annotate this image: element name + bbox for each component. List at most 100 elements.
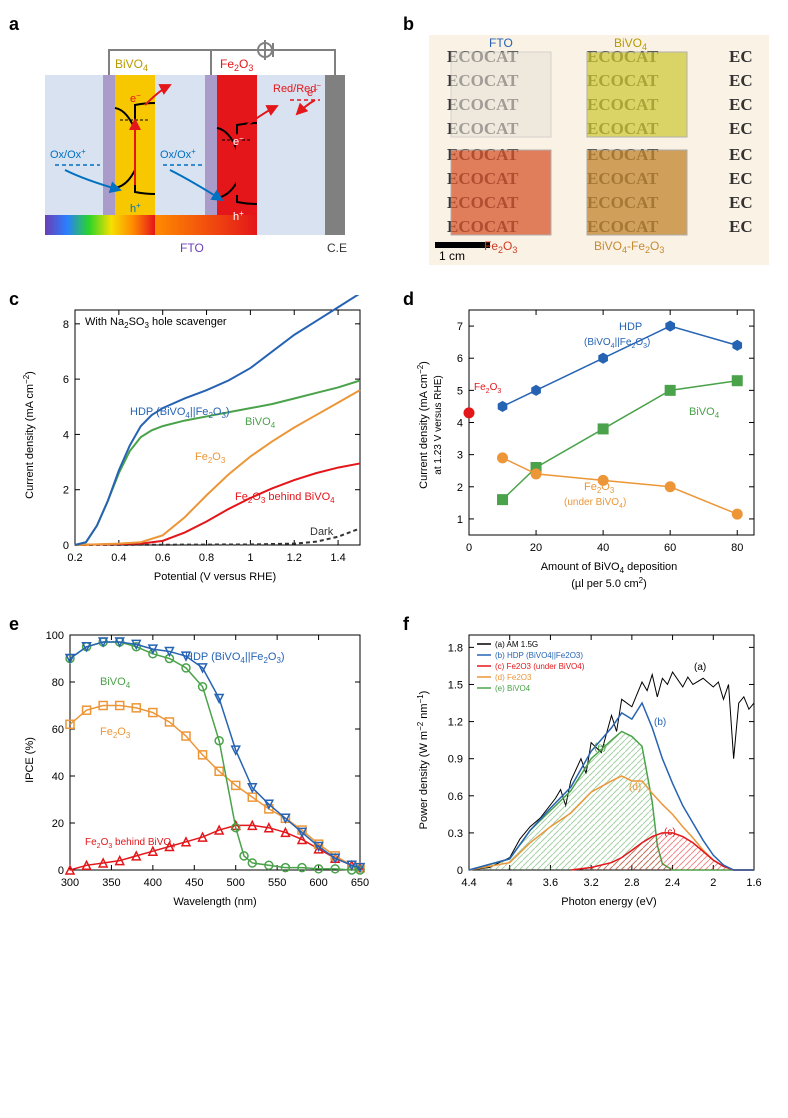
svg-text:(c) Fe2O3 (under BiVO4): (c) Fe2O3 (under BiVO4) — [495, 662, 585, 671]
svg-text:300: 300 — [61, 877, 79, 889]
svg-text:BiVO4: BiVO4 — [245, 416, 276, 430]
svg-text:EC: EC — [729, 217, 753, 236]
svg-text:4: 4 — [507, 877, 513, 889]
svg-text:650: 650 — [351, 877, 369, 889]
svg-text:Wavelength (nm): Wavelength (nm) — [173, 896, 256, 908]
svg-text:450: 450 — [185, 877, 203, 889]
svg-text:2: 2 — [457, 482, 463, 494]
svg-text:(d): (d) — [629, 782, 641, 793]
svg-text:(µl per 5.0 cm2): (µl per 5.0 cm2) — [571, 576, 647, 590]
svg-text:2: 2 — [710, 877, 716, 889]
svg-text:(e): (e) — [594, 742, 606, 753]
svg-text:550: 550 — [268, 877, 286, 889]
svg-text:(b): (b) — [654, 717, 666, 728]
svg-text:BiVO4: BiVO4 — [100, 676, 131, 690]
svg-text:500: 500 — [227, 877, 245, 889]
svg-text:0: 0 — [63, 540, 69, 552]
svg-text:With Na2SO3 hole scavenger: With Na2SO3 hole scavenger — [85, 316, 227, 330]
panel-b-photo: ECOCATECOCAT ECOCATECOCAT ECOCATECOCAT E… — [409, 20, 769, 270]
svg-text:6: 6 — [63, 374, 69, 386]
svg-text:60: 60 — [664, 542, 676, 554]
svg-text:Dark: Dark — [310, 526, 334, 538]
svg-text:5: 5 — [457, 385, 463, 397]
panel-f-chart: 4.443.63.22.82.421.600.30.60.91.21.51.8(… — [409, 620, 769, 920]
svg-text:3.2: 3.2 — [583, 877, 598, 889]
svg-text:1.6: 1.6 — [746, 877, 761, 889]
svg-text:at 1.23 V versus RHE): at 1.23 V versus RHE) — [433, 375, 444, 474]
svg-text:4.4: 4.4 — [461, 877, 476, 889]
svg-text:2.4: 2.4 — [665, 877, 680, 889]
svg-text:400: 400 — [144, 877, 162, 889]
panel-e-label: e — [9, 614, 19, 635]
svg-text:3: 3 — [457, 450, 463, 462]
panel-c: c 0.20.40.60.811.21.402468With Na2SO3 ho… — [15, 295, 379, 595]
svg-text:EC: EC — [729, 145, 753, 164]
svg-text:0: 0 — [58, 865, 64, 877]
panel-f-label: f — [403, 614, 409, 635]
svg-text:1 cm: 1 cm — [439, 249, 465, 263]
svg-text:600: 600 — [309, 877, 327, 889]
svg-text:Fe2O3 behind BiVO4: Fe2O3 behind BiVO4 — [235, 491, 335, 505]
svg-text:Red/Red−: Red/Red− — [273, 81, 321, 95]
svg-text:8: 8 — [63, 319, 69, 331]
panel-a: a — [15, 20, 379, 270]
svg-text:1: 1 — [457, 514, 463, 526]
svg-text:Ox/Ox+: Ox/Ox+ — [160, 147, 196, 161]
svg-text:0.3: 0.3 — [448, 828, 463, 840]
svg-text:EC: EC — [729, 71, 753, 90]
svg-text:20: 20 — [52, 818, 64, 830]
svg-text:Amount of BiVO4 deposition: Amount of BiVO4 deposition — [541, 561, 678, 575]
svg-text:(BiVO4||Fe2O3): (BiVO4||Fe2O3) — [584, 337, 650, 350]
svg-text:40: 40 — [597, 542, 609, 554]
svg-text:1.5: 1.5 — [448, 679, 463, 691]
svg-text:Power density (W m−2 nm−1): Power density (W m−2 nm−1) — [416, 691, 430, 830]
panel-e-chart: 300350400450500550600650020406080100HDP … — [15, 620, 375, 920]
panel-c-chart: 0.20.40.60.811.21.402468With Na2SO3 hole… — [15, 295, 375, 595]
svg-text:EC: EC — [729, 169, 753, 188]
svg-text:350: 350 — [102, 877, 120, 889]
svg-text:(a): (a) — [694, 662, 706, 673]
svg-text:(under BiVO4): (under BiVO4) — [564, 497, 626, 510]
panel-d-chart: 0204060801234567HDP(BiVO4||Fe2O3)BiVO4Fe… — [409, 295, 769, 595]
svg-text:7: 7 — [457, 321, 463, 333]
svg-text:80: 80 — [731, 542, 743, 554]
svg-text:20: 20 — [530, 542, 542, 554]
svg-text:EC: EC — [729, 95, 753, 114]
svg-text:0.9: 0.9 — [448, 754, 463, 766]
svg-text:C.E: C.E — [327, 241, 347, 255]
svg-text:Fe2O3: Fe2O3 — [195, 451, 226, 465]
svg-text:FTO: FTO — [489, 36, 513, 50]
svg-text:1.2: 1.2 — [287, 552, 302, 564]
svg-text:2.8: 2.8 — [624, 877, 639, 889]
svg-text:3.6: 3.6 — [543, 877, 558, 889]
svg-text:EC: EC — [729, 193, 753, 212]
svg-text:HDP (BiVO4||Fe2O3): HDP (BiVO4||Fe2O3) — [185, 651, 285, 665]
svg-text:60: 60 — [52, 724, 64, 736]
panel-a-label: a — [9, 14, 19, 35]
svg-text:(a) AM 1.5G: (a) AM 1.5G — [495, 640, 538, 649]
svg-text:Fe2O3: Fe2O3 — [474, 382, 501, 395]
figure-grid: a — [15, 20, 773, 920]
svg-text:Current density (mA cm−2): Current density (mA cm−2) — [22, 371, 36, 499]
panel-b-label: b — [403, 14, 414, 35]
svg-text:4: 4 — [457, 418, 463, 430]
svg-text:4: 4 — [63, 429, 69, 441]
svg-text:FTO: FTO — [180, 241, 204, 255]
svg-text:(b) HDP (BiVO4||Fe2O3): (b) HDP (BiVO4||Fe2O3) — [495, 651, 583, 660]
svg-text:0.2: 0.2 — [67, 552, 82, 564]
svg-text:1.8: 1.8 — [448, 642, 463, 654]
svg-text:EC: EC — [729, 119, 753, 138]
svg-text:0.8: 0.8 — [199, 552, 214, 564]
panel-e: e 300350400450500550600650020406080100HD… — [15, 620, 379, 920]
panel-d: d 0204060801234567HDP(BiVO4||Fe2O3)BiVO4… — [409, 295, 773, 595]
svg-text:0.6: 0.6 — [448, 791, 463, 803]
panel-a-schematic: BiVO4 Fe2O3 e− e− e− h+ h+ Ox/Ox+ Ox/Ox+… — [15, 20, 375, 270]
panel-b: b ECOCATECOCAT ECOCATECOCAT ECOCATECOCAT… — [409, 20, 773, 270]
svg-text:40: 40 — [52, 771, 64, 783]
svg-text:Current density (mA cm−2): Current density (mA cm−2) — [416, 361, 430, 489]
svg-text:0: 0 — [466, 542, 472, 554]
svg-text:100: 100 — [46, 630, 64, 642]
svg-text:1.4: 1.4 — [330, 552, 345, 564]
svg-text:Photon energy (eV): Photon energy (eV) — [561, 896, 656, 908]
svg-text:Fe2O3: Fe2O3 — [220, 57, 253, 73]
